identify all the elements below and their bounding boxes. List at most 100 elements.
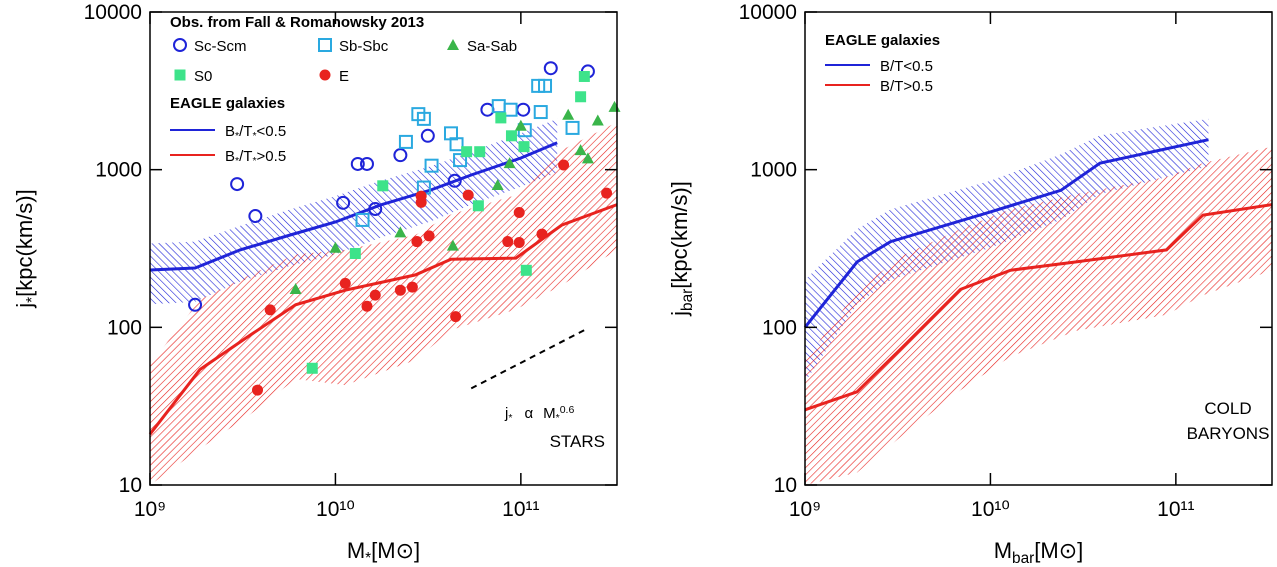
scatter-point [514,119,527,131]
scatter-point [538,78,553,93]
y-tick-label: 10000 [84,1,142,24]
legend-label: B/T<0.5 [880,58,933,75]
x-tick-label: 10¹¹ [502,498,539,521]
scatter-point [393,148,408,163]
x-axis-label-part: bar [1012,550,1034,567]
scatter-point [503,157,516,169]
scatter-point [449,137,464,152]
y-axis-label-part: [kpc(km/s)] [667,181,692,289]
scatter-point [480,102,495,117]
x-axis-label: Mbar[M⊙] [994,538,1084,567]
reference-label-part: j [504,405,508,422]
scatter-point [350,156,365,171]
reference-label-part: M [543,405,556,422]
y-axis-label: jbar[kpc(km/s)] [667,181,696,317]
scatter-point [264,304,276,316]
scatter-point [349,247,361,259]
y-axis-label-part: [kpc(km/s)] [12,189,37,297]
legend-label: B*/T*>0.5 [225,148,286,167]
legend-label: S0 [194,68,212,85]
scatter-point [472,200,484,212]
y-axis-label-part: bar [679,289,696,311]
legend-label-part: * [252,155,256,167]
annotation: COLD [1204,399,1251,418]
legend-marker [174,69,186,81]
legend-label: B/T>0.5 [880,78,933,95]
scatter-point [581,152,594,164]
scatter-point [533,105,548,120]
legend-label-part: * [235,155,239,167]
scatter-point [369,289,381,301]
scatter-point [355,212,370,227]
legend-label: B*/T*<0.5 [225,123,286,142]
scatter-point [565,120,580,135]
scatter-point [520,264,532,276]
reference-label-part: 0.6 [560,404,575,416]
scatter-point [306,362,318,374]
legend-label-part: /T [239,123,252,140]
x-axis-label-part: * [365,550,371,567]
scatter-point [453,153,468,168]
annotation: BARYONS [1187,424,1270,443]
median-line [803,138,1209,329]
legend-label-part: * [252,130,256,142]
median-line [804,203,1273,412]
scatter-point [474,146,486,158]
scatter-point [361,300,373,312]
reference-label: j* α M*0.6 [504,404,574,424]
legend-label: Sb-Sbc [339,38,389,55]
x-tick-label: 10¹⁰ [971,498,1010,521]
y-tick-label: 100 [107,316,142,339]
scatter-point [562,108,575,120]
y-axis-label-part: j [667,311,692,317]
scatter-band [805,146,1272,485]
scatter-point [578,70,590,82]
legend-label-part: <0.5 [257,123,287,140]
y-axis-label-part: j [12,303,37,309]
scatter-point [368,202,383,217]
scatter-point [608,100,621,112]
scatter-point [502,236,514,248]
scatter-point [591,114,604,126]
scatter-point [491,178,504,190]
reference-line [470,329,585,390]
legend-marker [319,69,331,81]
scatter-point [505,130,517,142]
scatter-point [495,112,507,124]
y-tick-label: 10 [774,474,797,497]
scatter-point [491,99,506,114]
legend-marker [318,38,332,52]
legend-marker [447,39,459,50]
legend-label: E [339,68,349,85]
x-axis-label-part: [M⊙] [1034,538,1083,563]
scatter-point [450,311,462,323]
scatter-point [415,196,427,208]
x-tick-label: 10¹¹ [1157,498,1194,521]
legend-label: Sa-Sab [467,38,517,55]
scatter-point [503,102,518,117]
scatter-point [336,195,351,210]
scatter-point [601,187,613,199]
reference-label-part: * [556,412,560,424]
legend-label: Sc-Scm [194,38,247,55]
scatter-point [252,384,264,396]
scatter-point [377,180,389,192]
legend-label-part: * [235,130,239,142]
scatter-point [188,297,203,312]
x-tick-label: 10⁹ [134,498,166,521]
y-tick-label: 1000 [95,159,142,182]
plot-frame [804,11,1273,486]
legend-marker [173,38,187,52]
scatter-point [513,237,525,249]
scatter-point [420,128,435,143]
scatter-band [805,118,1209,383]
scatter-point [411,236,423,248]
y-axis-label: j*[kpc(km/s)] [12,189,41,308]
plot-frame [149,11,618,486]
scatter-point [461,146,473,158]
scatter-point [248,209,263,224]
x-axis-label-part: M [347,538,365,563]
scatter-point [359,156,374,171]
legend-label-part: B [225,148,235,165]
